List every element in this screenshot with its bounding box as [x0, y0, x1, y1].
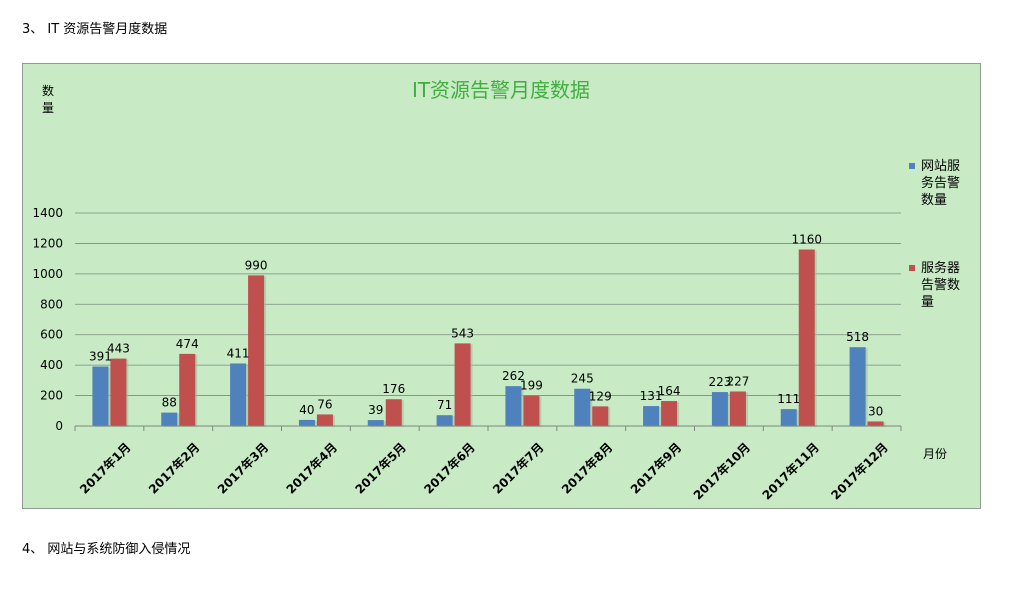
legend-label-line: 网站服	[921, 159, 960, 174]
data-label: 474	[176, 337, 199, 351]
bar-server-alerts	[661, 401, 678, 426]
data-label: 227	[726, 374, 749, 388]
y-axis-label-char-2: 量	[42, 101, 54, 115]
legend-label-line: 量	[921, 295, 934, 310]
x-tick-label: 2017年4月	[283, 440, 340, 497]
data-label: 411	[227, 346, 250, 360]
bar-website-alerts	[711, 392, 728, 426]
data-label: 76	[317, 397, 332, 411]
data-label: 1160	[791, 233, 822, 247]
data-label: 262	[502, 369, 525, 383]
legend-label-line: 告警数	[921, 277, 960, 293]
data-label: 199	[520, 379, 543, 393]
x-tick-label: 2017年7月	[489, 440, 546, 497]
data-label: 443	[107, 342, 130, 356]
legend-swatch-server	[909, 265, 915, 271]
section-heading-4: 4、 网站与系统防御入侵情况	[22, 542, 191, 557]
data-label: 245	[571, 372, 594, 386]
y-tick-label: 0	[55, 419, 63, 433]
bar-server-alerts	[110, 358, 127, 426]
legend-label-line: 数量	[921, 193, 947, 208]
bar-website-alerts	[367, 420, 384, 426]
bar-server-alerts	[523, 395, 540, 426]
section-heading-3: 3、 IT 资源告警月度数据	[22, 22, 168, 37]
y-tick-label: 400	[40, 358, 63, 372]
bar-website-alerts	[574, 388, 591, 426]
x-tick-label: 2017年5月	[352, 440, 409, 497]
bar-website-alerts	[161, 412, 178, 426]
gridlines	[75, 212, 901, 396]
bar-server-alerts	[867, 421, 884, 426]
data-label: 176	[382, 382, 405, 396]
x-tick-label: 2017年3月	[214, 440, 271, 497]
bar-server-alerts	[385, 399, 402, 426]
bar-server-alerts	[798, 249, 815, 426]
legend-swatch-website	[909, 163, 915, 169]
bar-website-alerts	[230, 363, 247, 426]
data-label: 39	[368, 403, 383, 417]
x-tick-label: 2017年10月	[690, 440, 753, 503]
legend-label-line: 务告警	[921, 175, 960, 191]
bar-server-alerts	[592, 406, 609, 426]
bar-website-alerts	[780, 409, 797, 426]
y-tick-label: 1000	[32, 267, 63, 281]
bar-server-alerts	[248, 275, 265, 426]
bar-website-alerts	[298, 419, 315, 426]
x-axis-label: 月份	[923, 447, 947, 461]
y-tick-label: 200	[40, 389, 63, 403]
bar-website-alerts	[505, 386, 522, 426]
y-tick-label: 800	[40, 297, 63, 311]
bar-server-alerts	[316, 414, 333, 426]
data-label: 40	[299, 403, 314, 417]
chart-title: IT资源告警月度数据	[412, 78, 590, 102]
data-label: 990	[245, 258, 268, 272]
y-axis-label-char-1: 数	[42, 83, 54, 98]
x-tick-label: 2017年11月	[759, 440, 822, 503]
bars	[92, 249, 886, 427]
bar-server-alerts	[729, 391, 746, 426]
y-tick-label: 1200	[32, 236, 63, 250]
x-tick-label: 2017年1月	[76, 440, 133, 497]
chart-container: IT资源告警月度数据 数 量 月份 391 443 88 474 411 990 40 76 3…	[22, 63, 981, 509]
data-label: 391	[89, 350, 112, 364]
x-tick-label: 2017年8月	[558, 440, 615, 497]
x-tick-label: 2017年6月	[421, 440, 478, 497]
data-label: 518	[846, 330, 869, 344]
legend-label-line: 服务器	[921, 260, 960, 276]
bar-website-alerts	[436, 415, 453, 426]
data-label: 88	[162, 396, 177, 410]
bar-server-alerts	[179, 353, 196, 426]
bar-website-alerts	[643, 406, 660, 426]
x-tick-label: 2017年12月	[828, 440, 891, 503]
x-tick-label: 2017年2月	[145, 440, 202, 497]
y-tick-label: 1400	[32, 206, 63, 220]
data-label: 223	[708, 375, 731, 389]
data-label: 543	[451, 326, 474, 340]
x-tick-label: 2017年9月	[627, 440, 684, 497]
bar-website-alerts	[849, 347, 866, 426]
data-label: 129	[589, 389, 612, 403]
bar-website-alerts	[92, 366, 109, 426]
data-label: 71	[437, 398, 452, 412]
data-label: 131	[640, 389, 663, 403]
data-label: 164	[658, 384, 681, 398]
bar-server-alerts	[454, 343, 471, 426]
data-label: 30	[868, 404, 883, 418]
data-label: 111	[777, 392, 800, 406]
y-tick-label: 600	[40, 328, 63, 342]
